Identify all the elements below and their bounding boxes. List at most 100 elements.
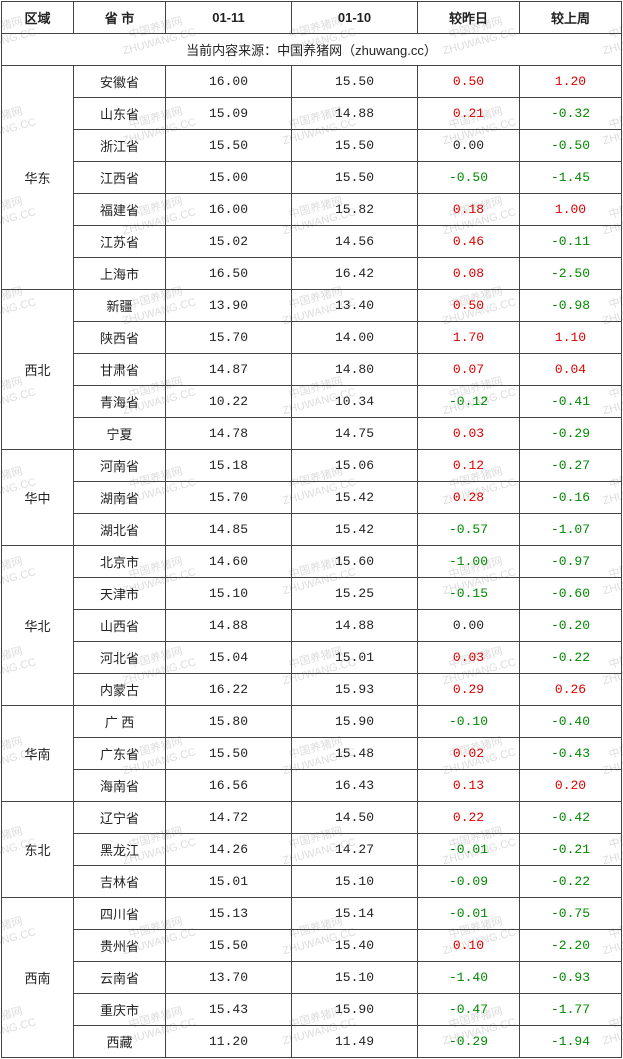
province-cell: 广东省 [74, 738, 166, 770]
province-cell: 四川省 [74, 898, 166, 930]
province-cell: 湖北省 [74, 514, 166, 546]
price-d0: 16.42 [292, 258, 418, 290]
delta-week: -1.94 [520, 1026, 622, 1058]
table-row: 江苏省15.0214.560.46-0.11 [2, 226, 622, 258]
province-cell: 贵州省 [74, 930, 166, 962]
price-d1: 15.00 [166, 162, 292, 194]
price-d0: 15.10 [292, 866, 418, 898]
price-d1: 14.60 [166, 546, 292, 578]
delta-day: -0.10 [418, 706, 520, 738]
delta-day: -0.09 [418, 866, 520, 898]
table-row: 天津市15.1015.25-0.15-0.60 [2, 578, 622, 610]
province-cell: 上海市 [74, 258, 166, 290]
table-row: 西南四川省15.1315.14-0.01-0.75 [2, 898, 622, 930]
table-row: 山西省14.8814.880.00-0.20 [2, 610, 622, 642]
region-cell: 东北 [2, 802, 74, 898]
province-cell: 山西省 [74, 610, 166, 642]
table-row: 宁夏14.7814.750.03-0.29 [2, 418, 622, 450]
table-row: 西藏11.2011.49-0.29-1.94 [2, 1026, 622, 1058]
price-d0: 15.90 [292, 706, 418, 738]
province-cell: 河南省 [74, 450, 166, 482]
province-cell: 天津市 [74, 578, 166, 610]
price-d0: 14.75 [292, 418, 418, 450]
region-cell: 西北 [2, 290, 74, 450]
province-cell: 广 西 [74, 706, 166, 738]
province-cell: 青海省 [74, 386, 166, 418]
price-d1: 15.13 [166, 898, 292, 930]
delta-day: 1.70 [418, 322, 520, 354]
price-d1: 16.56 [166, 770, 292, 802]
price-d1: 16.00 [166, 194, 292, 226]
province-cell: 黑龙江 [74, 834, 166, 866]
province-cell: 新疆 [74, 290, 166, 322]
delta-day: -0.57 [418, 514, 520, 546]
delta-week: 1.10 [520, 322, 622, 354]
price-d1: 15.10 [166, 578, 292, 610]
delta-week: -0.32 [520, 98, 622, 130]
price-d0: 11.49 [292, 1026, 418, 1058]
price-d1: 14.87 [166, 354, 292, 386]
price-d0: 15.93 [292, 674, 418, 706]
delta-week: -0.98 [520, 290, 622, 322]
delta-week: -0.97 [520, 546, 622, 578]
region-cell: 华南 [2, 706, 74, 802]
delta-week: -0.50 [520, 130, 622, 162]
delta-day: 0.00 [418, 130, 520, 162]
delta-week: -2.50 [520, 258, 622, 290]
table-row: 江西省15.0015.50-0.50-1.45 [2, 162, 622, 194]
table-row: 河北省15.0415.010.03-0.22 [2, 642, 622, 674]
delta-week: 0.20 [520, 770, 622, 802]
province-cell: 辽宁省 [74, 802, 166, 834]
province-cell: 江苏省 [74, 226, 166, 258]
delta-week: -0.41 [520, 386, 622, 418]
price-d0: 15.60 [292, 546, 418, 578]
price-d0: 13.40 [292, 290, 418, 322]
table-row: 东北辽宁省14.7214.500.22-0.42 [2, 802, 622, 834]
price-d1: 15.01 [166, 866, 292, 898]
price-d1: 15.70 [166, 482, 292, 514]
delta-day: 0.03 [418, 418, 520, 450]
price-d0: 15.48 [292, 738, 418, 770]
table-row: 华北北京市14.6015.60-1.00-0.97 [2, 546, 622, 578]
price-d0: 14.00 [292, 322, 418, 354]
table-row: 福建省16.0015.820.181.00 [2, 194, 622, 226]
delta-day: 0.03 [418, 642, 520, 674]
delta-day: 0.00 [418, 610, 520, 642]
price-d0: 15.40 [292, 930, 418, 962]
delta-day: -0.01 [418, 898, 520, 930]
price-d0: 15.01 [292, 642, 418, 674]
price-d0: 16.43 [292, 770, 418, 802]
province-cell: 西藏 [74, 1026, 166, 1058]
price-d1: 15.80 [166, 706, 292, 738]
price-d0: 14.50 [292, 802, 418, 834]
table-row: 华南广 西15.8015.90-0.10-0.40 [2, 706, 622, 738]
price-d1: 13.90 [166, 290, 292, 322]
delta-week: -0.29 [520, 418, 622, 450]
delta-day: 0.13 [418, 770, 520, 802]
delta-day: 0.50 [418, 66, 520, 98]
delta-week: -0.93 [520, 962, 622, 994]
price-d1: 14.85 [166, 514, 292, 546]
price-d1: 15.50 [166, 930, 292, 962]
region-cell: 华东 [2, 66, 74, 290]
table-row: 云南省13.7015.10-1.40-0.93 [2, 962, 622, 994]
price-d0: 15.25 [292, 578, 418, 610]
table-row: 西北新疆13.9013.400.50-0.98 [2, 290, 622, 322]
province-cell: 海南省 [74, 770, 166, 802]
price-d1: 14.88 [166, 610, 292, 642]
price-d0: 14.88 [292, 610, 418, 642]
delta-day: 0.22 [418, 802, 520, 834]
price-d1: 10.22 [166, 386, 292, 418]
delta-week: -1.45 [520, 162, 622, 194]
price-d0: 14.27 [292, 834, 418, 866]
delta-week: -0.75 [520, 898, 622, 930]
province-cell: 江西省 [74, 162, 166, 194]
province-cell: 河北省 [74, 642, 166, 674]
province-cell: 吉林省 [74, 866, 166, 898]
price-d1: 15.43 [166, 994, 292, 1026]
province-cell: 宁夏 [74, 418, 166, 450]
price-d0: 14.56 [292, 226, 418, 258]
delta-day: 0.08 [418, 258, 520, 290]
price-d1: 14.72 [166, 802, 292, 834]
delta-day: 0.07 [418, 354, 520, 386]
